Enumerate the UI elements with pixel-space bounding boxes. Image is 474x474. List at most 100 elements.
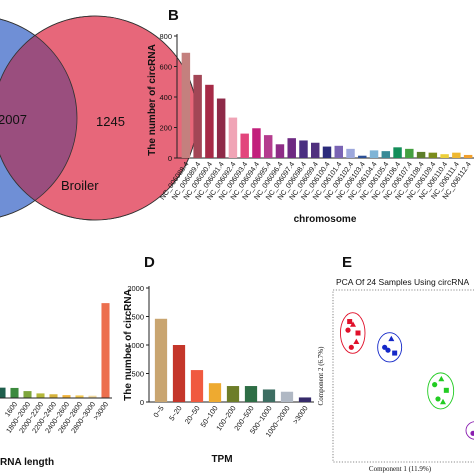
panel-b: B The number of circRNA 0 200 400 600 800 NC…: [147, 7, 474, 225]
pca-point: [355, 330, 361, 336]
panel-b-bar: [358, 155, 367, 158]
panel-b-bar: [405, 148, 414, 158]
panel-d-bar: [190, 370, 204, 402]
panel-b-bar: [205, 84, 214, 158]
panel-b-bar: [252, 128, 261, 158]
venn-right-count: 1245: [96, 114, 125, 129]
panel-b-bar: [287, 138, 296, 158]
venn-right-label: Broiler: [61, 178, 99, 193]
panel-c-bar: [36, 393, 45, 398]
venn-left-count: 2007: [0, 112, 27, 127]
pca-point: [443, 387, 449, 393]
panel-b-bar: [181, 52, 191, 158]
panel-d-y-tick-label: 2000: [127, 284, 144, 293]
panel-a-venn: 2007 1245 Broiler: [0, 15, 198, 221]
panel-b-y-tick-label: 400: [159, 93, 172, 102]
panel-b-bar: [299, 140, 308, 158]
panel-b-xlabel: chromosome: [294, 214, 357, 225]
panel-e-xlabel: Component 1 (11.9%): [369, 465, 432, 473]
panel-d-bar: [154, 318, 168, 402]
panel-e: E PCA Of 24 Samples Using circRNA Compon…: [317, 254, 474, 473]
panel-d-x-tick-label: >3000: [291, 404, 310, 426]
pca-group-ellipse: [377, 332, 403, 363]
pca-point: [385, 347, 391, 353]
panel-c-bar: [88, 395, 97, 398]
panel-d-y-tick-label: 0: [140, 398, 144, 407]
panel-b-tick-labels: NC_006088.4NC_006089.4NC_006090.4NC_0060…: [158, 160, 473, 201]
panel-d-bars: [154, 318, 312, 402]
panel-c-bar: [62, 395, 71, 398]
panel-c: 16001800~20002000~22002200~24002400~2600…: [0, 303, 112, 468]
panel-d-y-tick-label: 500: [131, 370, 144, 379]
pca-point: [345, 327, 351, 333]
panel-d-x-tick-label: 5~20: [167, 404, 184, 422]
pca-point: [470, 430, 474, 436]
panel-c-bars: [0, 303, 110, 398]
pca-point: [350, 321, 356, 327]
panel-c-xlabel: RNA length: [0, 457, 54, 468]
panel-b-ylabel: The number of circRNA: [147, 44, 158, 156]
panel-b-bar: [275, 144, 285, 158]
panel-d-letter: D: [144, 254, 155, 271]
panel-d-y-tick-label: 1500: [127, 313, 144, 322]
pca-group-ellipse: [339, 312, 366, 354]
panel-e-ylabel: Component 2 (6.7%): [317, 346, 325, 406]
panel-b-bar: [216, 98, 226, 158]
panel-b-bar: [263, 135, 273, 158]
panel-b-bar: [416, 151, 426, 158]
pca-point: [347, 319, 353, 325]
panel-c-tick-labels: 16001800~20002000~22002200~24002400~2600…: [3, 400, 111, 435]
pca-point: [348, 344, 354, 350]
panel-d-bar: [172, 345, 186, 402]
panel-b-y-tick-label: 200: [159, 124, 172, 133]
panel-d-tick-labels: 0~5 5~20 20~5050~100100~200200~500500~1000…: [151, 404, 309, 439]
panel-b-bar: [334, 145, 343, 158]
pca-point: [353, 338, 360, 344]
pca-point: [388, 335, 395, 342]
panel-b-bar: [322, 146, 332, 158]
panel-b-bar: [369, 150, 379, 158]
panel-b-bar: [393, 147, 402, 158]
pca-group-ellipse: [427, 372, 455, 410]
panel-b-y-tick-label: 800: [159, 32, 172, 41]
panel-e-plot-area: [332, 289, 474, 463]
panel-b-bar: [240, 133, 249, 158]
panel-d-bar: [208, 383, 222, 402]
panel-b-y-tick-label: 0: [168, 154, 172, 163]
panel-d-ylabel: The number of circRNA: [123, 289, 134, 401]
panel-b-bar: [440, 154, 449, 158]
panel-b-bar: [228, 117, 238, 158]
panel-c-bar: [75, 395, 84, 398]
panel-d-bar: [244, 386, 258, 402]
panel-b-bar: [311, 142, 320, 158]
panel-d: D The number of circRNA 0 500 1000 1500 2000…: [123, 254, 314, 465]
panel-b-bar: [193, 74, 202, 158]
panel-b-bar: [346, 148, 355, 158]
panel-b-y-tick-label: 600: [159, 63, 172, 72]
pca-point: [435, 396, 441, 402]
panel-e-points: [345, 319, 474, 436]
panel-b-bars: [181, 52, 473, 158]
panel-d-bar: [226, 386, 240, 402]
panel-c-bar: [10, 387, 19, 398]
pca-point: [432, 382, 438, 388]
panel-d-bar: [298, 397, 312, 402]
panel-e-title: PCA Of 24 Samples Using circRNA: [336, 277, 470, 287]
panel-d-y-tick-label: 1000: [127, 341, 144, 350]
panel-e-group-ellipses: [339, 312, 474, 440]
panel-d-xlabel: TPM: [211, 454, 232, 465]
panel-b-bar: [381, 151, 391, 158]
panel-d-bar: [280, 391, 294, 402]
pca-point: [438, 375, 445, 382]
pca-point: [392, 350, 398, 356]
panel-b-bar: [428, 152, 438, 158]
panel-c-bar: [23, 391, 32, 398]
panel-c-bar: [49, 394, 58, 398]
venn-overlap: [0, 16, 77, 220]
panel-b-bar: [463, 154, 473, 158]
pca-group-ellipse: [465, 421, 474, 440]
panel-e-letter: E: [342, 254, 352, 271]
panel-d-x-tick-label: 0~5: [151, 404, 165, 419]
panel-d-bar: [262, 389, 276, 402]
